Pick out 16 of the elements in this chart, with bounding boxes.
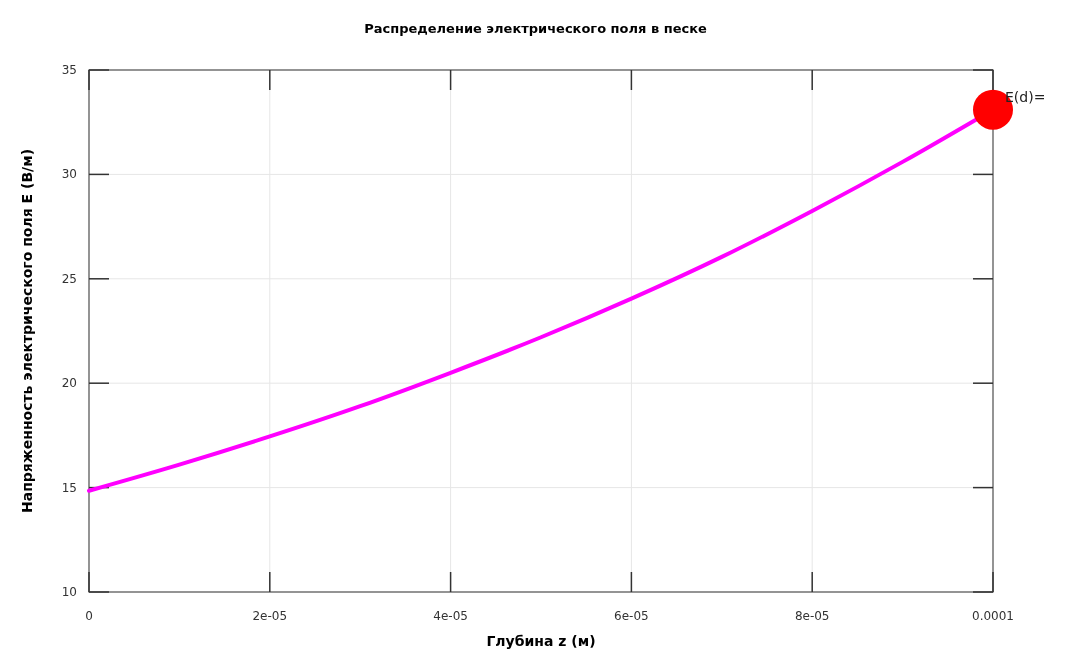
annotation: E(d)=	[1005, 88, 1046, 105]
x-tick-label: 8e-05	[794, 609, 830, 623]
y-tick-label: 15	[61, 480, 77, 495]
y-tick-label: 35	[61, 63, 77, 77]
x-axis-title: Глубина z (м)	[486, 633, 596, 649]
y-tick-label: 10	[61, 585, 77, 599]
x-tick-label: 4e-05	[433, 609, 468, 623]
chart-title: Распределение электрического поля в песке	[364, 21, 708, 36]
y-axis-title: Напряженность электрического поля E (В/м)	[19, 148, 35, 514]
y-tick-label: 20	[61, 376, 77, 391]
x-tick-label: 0	[85, 609, 93, 623]
x-tick-label: 6e-05	[614, 609, 649, 623]
x-tick-label: 2e-05	[252, 609, 288, 623]
y-tick-label: 30	[61, 167, 77, 182]
y-tick-label: 25	[61, 271, 77, 286]
x-tick-label: 0.0001	[972, 609, 1014, 623]
